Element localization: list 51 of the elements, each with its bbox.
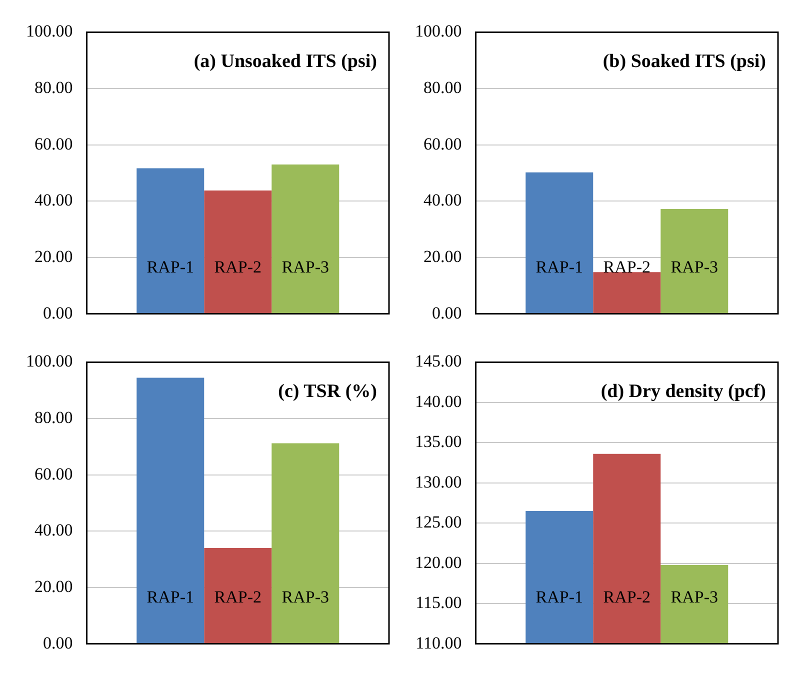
y-tick-label: 20.00 xyxy=(34,576,73,596)
y-tick-label: 60.00 xyxy=(34,464,73,484)
y-tick-label: 80.00 xyxy=(34,78,73,97)
bar xyxy=(272,443,340,644)
series-label: RAP-1 xyxy=(536,587,583,606)
y-tick-label: 40.00 xyxy=(34,520,73,540)
text: (d) Dry density (pcf) xyxy=(600,381,766,402)
series-label: RAP-3 xyxy=(670,587,718,606)
y-tick-label: 20.00 xyxy=(424,246,462,266)
y-tick-label: 0.00 xyxy=(432,303,462,322)
series-label: RAP-2 xyxy=(603,587,650,606)
text: (c) TSR (%) xyxy=(278,381,377,402)
series-label: RAP-3 xyxy=(670,257,718,276)
bar xyxy=(136,168,204,314)
series-label: RAP-1 xyxy=(146,587,194,606)
series-label: RAP-2 xyxy=(603,257,650,276)
y-tick-label: 145.00 xyxy=(415,352,462,371)
bar xyxy=(593,272,661,314)
y-tick-label: 80.00 xyxy=(34,408,73,427)
series-label: RAP-2 xyxy=(214,587,262,606)
y-tick-label: 40.00 xyxy=(424,190,462,210)
bar xyxy=(660,209,728,314)
bar xyxy=(204,548,272,644)
y-tick-label: 130.00 xyxy=(415,472,462,492)
text: (a) Unsoaked ITS (psi) xyxy=(194,51,377,72)
y-tick-label: 120.00 xyxy=(415,552,462,572)
text: (b) Soaked ITS (psi) xyxy=(602,51,766,72)
series-label: RAP-3 xyxy=(282,257,329,276)
y-tick-label: 110.00 xyxy=(416,633,462,652)
bar xyxy=(136,378,204,644)
y-tick-label: 60.00 xyxy=(34,134,73,154)
y-tick-label: 0.00 xyxy=(43,303,73,322)
y-tick-label: 100.00 xyxy=(26,22,73,41)
bar xyxy=(272,164,340,314)
y-tick-label: 100.00 xyxy=(415,22,462,41)
bar xyxy=(526,172,594,314)
y-tick-label: 60.00 xyxy=(424,134,462,154)
y-tick-label: 0.00 xyxy=(43,633,73,652)
series-label: RAP-3 xyxy=(282,587,329,606)
series-label: RAP-1 xyxy=(536,257,583,276)
y-tick-label: 40.00 xyxy=(34,190,73,210)
y-tick-label: 140.00 xyxy=(415,392,462,411)
y-tick-label: 100.00 xyxy=(26,352,73,371)
y-tick-label: 20.00 xyxy=(34,246,73,266)
series-label: RAP-2 xyxy=(214,257,262,276)
y-tick-label: 80.00 xyxy=(424,78,462,97)
bar xyxy=(204,190,272,314)
y-tick-label: 135.00 xyxy=(415,432,462,452)
y-tick-label: 115.00 xyxy=(416,593,462,612)
series-label: RAP-1 xyxy=(146,257,194,276)
y-tick-label: 125.00 xyxy=(415,512,462,532)
